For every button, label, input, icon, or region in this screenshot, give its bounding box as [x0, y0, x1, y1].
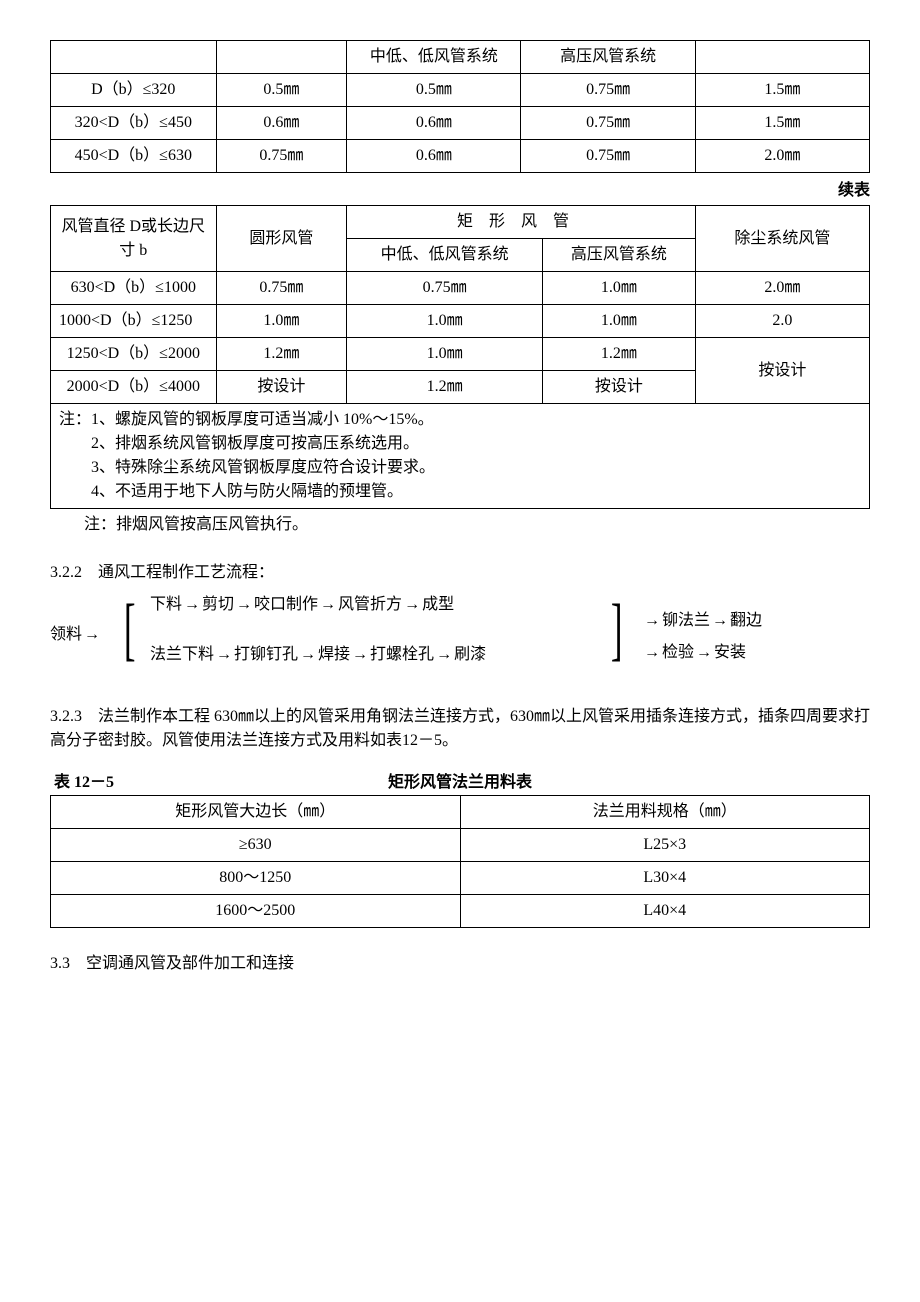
table-cell: 0.75㎜ [521, 74, 695, 107]
flow-step: 刷漆 [454, 643, 486, 667]
continue-label: 续表 [50, 179, 870, 203]
table-cell: L40×4 [460, 895, 870, 928]
bracket-right-icon: ] [611, 595, 623, 665]
steel-thickness-table-part2: 风管直径 D或长边尺寸 b 圆形风管 矩形风管 除尘系统风管 中低、低风管系统 … [50, 205, 870, 509]
flow-step: 翻边 [730, 609, 762, 633]
arrow-icon: → [184, 593, 200, 617]
flow-step: 风管折方 [338, 593, 402, 617]
header-circular: 圆形风管 [216, 206, 347, 272]
arrow-icon: → [696, 641, 712, 665]
header-high-pressure: 高压风管系统 [543, 239, 696, 272]
table-cell: 0.75㎜ [216, 140, 347, 173]
table-cell: 按设计 [695, 338, 869, 404]
table-cell: 1.0㎜ [347, 305, 543, 338]
table-cell: 2.0㎜ [695, 272, 869, 305]
table-cell: 0.75㎜ [521, 140, 695, 173]
table-cell: 0.5㎜ [216, 74, 347, 107]
table-cell: D（b）≤320 [51, 74, 217, 107]
arrow-icon: → [352, 643, 368, 667]
section-322-heading: 3.2.2 通风工程制作工艺流程： [50, 561, 870, 585]
note-item: 3、特殊除尘系统风管钢板厚度应符合设计要求。 [59, 456, 861, 480]
process-flow-diagram: 领料 → [ 下料→ 剪切→ 咬口制作→ 风管折方→ 成型 法兰下料→ 打铆钉孔… [50, 591, 870, 681]
note-below-table: 注：排烟风管按高压风管执行。 [84, 513, 870, 537]
flange-material-table: 矩形风管大边长（㎜） 法兰用料规格（㎜） ≥630 L25×3 800～1250… [50, 795, 870, 928]
flow-step: 焊接 [318, 643, 350, 667]
arrow-icon: → [712, 609, 728, 633]
table-cell: 1.2㎜ [347, 371, 543, 404]
flow-step: 安装 [714, 641, 746, 665]
header-mid-low: 中低、低风管系统 [347, 41, 521, 74]
table-cell: 2.0 [695, 305, 869, 338]
header-high-pressure: 高压风管系统 [521, 41, 695, 74]
flow-step: 检验 [662, 641, 694, 665]
header-mid-low: 中低、低风管系统 [347, 239, 543, 272]
header-diameter: 风管直径 D或长边尺寸 b [51, 206, 217, 272]
header-rectangular: 矩形风管 [347, 206, 696, 239]
table-cell: L30×4 [460, 862, 870, 895]
table-cell: 1.2㎜ [543, 338, 696, 371]
table-cell: 630<D（b）≤1000 [51, 272, 217, 305]
table-cell: 1250<D（b）≤2000 [51, 338, 217, 371]
table-cell: 0.75㎜ [521, 107, 695, 140]
table-cell: 2000<D（b）≤4000 [51, 371, 217, 404]
flow-step: 铆法兰 [662, 609, 710, 633]
arrow-icon: → [300, 643, 316, 667]
table-cell: 1000<D（b）≤1250 [51, 305, 217, 338]
flow-step: 打螺栓孔 [370, 643, 434, 667]
flow-step: 下料 [150, 593, 182, 617]
arrow-icon: → [436, 643, 452, 667]
table-cell: 1.0㎜ [347, 338, 543, 371]
arrow-icon: → [320, 593, 336, 617]
note-item: 注：1、螺旋风管的钢板厚度可适当减小 10%～15%。 [59, 408, 861, 432]
table-cell: 按设计 [216, 371, 347, 404]
table-12-5-label: 表 12－5 [50, 774, 114, 791]
table-12-5-title: 矩形风管法兰用料表 [388, 771, 532, 795]
table-cell: 0.6㎜ [216, 107, 347, 140]
header-side-length: 矩形风管大边长（㎜） [51, 796, 461, 829]
steel-thickness-table-part1: 中低、低风管系统 高压风管系统 D（b）≤320 0.5㎜ 0.5㎜ 0.75㎜… [50, 40, 870, 173]
arrow-icon: → [236, 593, 252, 617]
arrow-icon: → [644, 609, 660, 633]
table-cell: 0.6㎜ [347, 107, 521, 140]
table-cell: 1.0㎜ [543, 272, 696, 305]
table-cell: 800～1250 [51, 862, 461, 895]
note-item: 4、不适用于地下人防与防火隔墙的预埋管。 [59, 480, 861, 504]
flow-step: 剪切 [202, 593, 234, 617]
flow-step: 成型 [422, 593, 454, 617]
table-cell: 2.0㎜ [695, 140, 869, 173]
section-323-paragraph: 3.2.3 法兰制作本工程 630㎜以上的风管采用角钢法兰连接方式，630㎜以上… [50, 705, 870, 753]
table-cell: 1600～2500 [51, 895, 461, 928]
table-cell: 0.6㎜ [347, 140, 521, 173]
arrow-icon: → [644, 641, 660, 665]
table-cell: 1.2㎜ [216, 338, 347, 371]
table-cell: L25×3 [460, 829, 870, 862]
arrow-icon: → [216, 643, 232, 667]
table-cell: 1.5㎜ [695, 107, 869, 140]
table-cell: ≥630 [51, 829, 461, 862]
arrow-icon: → [84, 623, 100, 647]
header-dust: 除尘系统风管 [695, 206, 869, 272]
table-cell: 450<D（b）≤630 [51, 140, 217, 173]
table-cell: 0.75㎜ [347, 272, 543, 305]
table-cell: 按设计 [543, 371, 696, 404]
table-cell: 1.5㎜ [695, 74, 869, 107]
flow-step: 打铆钉孔 [234, 643, 298, 667]
bracket-left-icon: [ [124, 595, 136, 665]
arrow-icon: → [404, 593, 420, 617]
table-notes: 注：1、螺旋风管的钢板厚度可适当减小 10%～15%。 2、排烟系统风管钢板厚度… [51, 404, 870, 509]
header-flange-spec: 法兰用料规格（㎜） [460, 796, 870, 829]
table-cell: 0.5㎜ [347, 74, 521, 107]
flow-step: 咬口制作 [254, 593, 318, 617]
table-cell: 1.0㎜ [216, 305, 347, 338]
flow-step: 领料 [50, 623, 82, 647]
table-cell: 0.75㎜ [216, 272, 347, 305]
table-cell: 320<D（b）≤450 [51, 107, 217, 140]
note-item: 2、排烟系统风管钢板厚度可按高压系统选用。 [59, 432, 861, 456]
section-33-heading: 3.3 空调通风管及部件加工和连接 [50, 952, 870, 976]
table-cell: 1.0㎜ [543, 305, 696, 338]
flow-step: 法兰下料 [150, 643, 214, 667]
